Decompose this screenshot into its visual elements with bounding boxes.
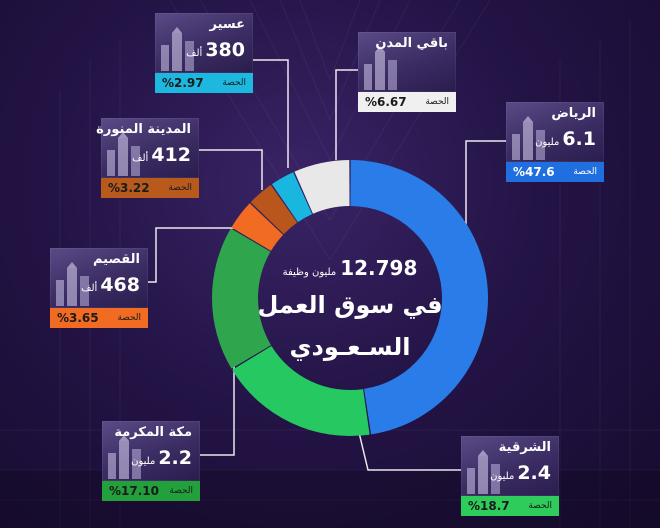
region-card-riyadh: الرياض 6.1مليون الحصة %47.6 xyxy=(506,102,604,182)
slice-asir xyxy=(271,172,313,223)
region-jobs-unit: ألف xyxy=(81,283,98,294)
slice-madinah xyxy=(250,185,298,235)
center-title-line2: السـعـودي xyxy=(289,333,411,361)
share-label: الحصة xyxy=(169,486,193,496)
region-card-header: باقي المدن xyxy=(358,32,456,92)
region-jobs-unit: مليون xyxy=(490,471,515,482)
region-name: عسير xyxy=(209,17,245,32)
region-jobs-value: 2.4 xyxy=(517,462,551,484)
building-icon xyxy=(161,27,194,71)
building-icon xyxy=(364,46,397,90)
region-jobs: 468ألف xyxy=(81,274,140,296)
center-title-line1: في سوق العمل xyxy=(257,291,443,319)
total-jobs: 12.798مليون وظيفة xyxy=(250,256,450,280)
region-jobs: 380ألف xyxy=(186,39,245,61)
region-jobs-unit: مليون xyxy=(535,137,560,148)
region-card-header: الشرقية 2.4مليون xyxy=(461,436,559,496)
share-label: الحصة xyxy=(425,97,449,107)
region-jobs: 412ألف xyxy=(132,144,191,166)
region-name: باقي المدن xyxy=(375,36,448,51)
region-card-makkah: مكة المكرمة 2.2مليون الحصة %17.10 xyxy=(102,421,200,501)
connector-eastern xyxy=(355,419,461,471)
share-value: %3.65 xyxy=(57,311,99,325)
region-card-eastern: الشرقية 2.4مليون الحصة %18.7 xyxy=(461,436,559,516)
region-share-badge: الحصة %47.6 xyxy=(506,162,604,182)
region-jobs-value: 380 xyxy=(205,39,245,61)
slice-eastern xyxy=(232,345,370,436)
connector-qassim xyxy=(148,227,238,283)
share-value: %18.7 xyxy=(468,499,510,513)
connector-madinah xyxy=(199,149,263,190)
region-jobs-value: 2.2 xyxy=(158,447,192,469)
region-share-badge: الحصة %6.67 xyxy=(358,92,456,112)
region-jobs-unit: مليون xyxy=(131,456,156,467)
region-card-asir: عسير 380ألف الحصة %2.97 xyxy=(155,13,253,93)
total-unit: مليون وظيفة xyxy=(282,267,337,278)
building-icon xyxy=(512,116,545,160)
share-label: الحصة xyxy=(117,313,141,323)
region-share-badge: الحصة %2.97 xyxy=(155,73,253,93)
region-card-header: المدينة المنورة 412ألف xyxy=(96,118,199,178)
share-label: الحصة xyxy=(528,501,552,511)
slice-makkah xyxy=(212,228,271,369)
share-label: الحصة xyxy=(573,167,597,177)
region-jobs-value: 6.1 xyxy=(562,128,596,150)
region-share-badge: الحصة %18.7 xyxy=(461,496,559,516)
region-jobs-unit: ألف xyxy=(186,48,203,59)
building-icon xyxy=(107,132,140,176)
region-card-madinah: المدينة المنورة 412ألف الحصة %3.22 xyxy=(96,118,199,198)
region-card-header: الرياض 6.1مليون xyxy=(506,102,604,162)
connector-makkah xyxy=(200,340,235,456)
region-card-header: القصيم 468ألف xyxy=(50,248,148,308)
region-jobs-value: 412 xyxy=(151,144,191,166)
connector-others xyxy=(335,69,358,160)
region-card-others: باقي المدن الحصة %6.67 xyxy=(358,32,456,112)
region-jobs: 2.2مليون xyxy=(131,447,192,469)
region-jobs: 6.1مليون xyxy=(535,128,596,150)
region-name: الشرقية xyxy=(498,440,551,455)
region-name: مكة المكرمة xyxy=(114,425,192,440)
share-label: الحصة xyxy=(222,78,246,88)
building-icon xyxy=(467,450,500,494)
building-icon xyxy=(56,262,89,306)
region-share-badge: الحصة %3.65 xyxy=(50,308,148,328)
slice-others xyxy=(294,160,350,214)
slice-riyadh xyxy=(350,160,488,435)
share-label: الحصة xyxy=(168,183,192,193)
region-jobs-value: 468 xyxy=(100,274,140,296)
region-jobs-unit: ألف xyxy=(132,153,149,164)
region-name: القصيم xyxy=(92,252,140,267)
region-share-badge: الحصة %3.22 xyxy=(101,178,199,198)
slice-qassim xyxy=(231,203,284,251)
region-name: الرياض xyxy=(551,106,596,121)
region-card-header: مكة المكرمة 2.2مليون xyxy=(102,421,200,481)
region-share-badge: الحصة %17.10 xyxy=(102,481,200,501)
connector-asir xyxy=(253,59,289,168)
region-name: المدينة المنورة xyxy=(96,122,191,137)
building-icon xyxy=(108,435,141,479)
share-value: %3.22 xyxy=(108,181,150,195)
region-card-header: عسير 380ألف xyxy=(155,13,253,73)
connector-lines xyxy=(148,59,506,471)
share-value: %17.10 xyxy=(109,484,159,498)
share-value: %6.67 xyxy=(365,95,407,109)
region-jobs: 2.4مليون xyxy=(490,462,551,484)
total-value: 12.798 xyxy=(340,256,418,280)
share-value: %2.97 xyxy=(162,76,204,90)
share-value: %47.6 xyxy=(513,165,555,179)
region-card-qassim: القصيم 468ألف الحصة %3.65 xyxy=(50,248,148,328)
